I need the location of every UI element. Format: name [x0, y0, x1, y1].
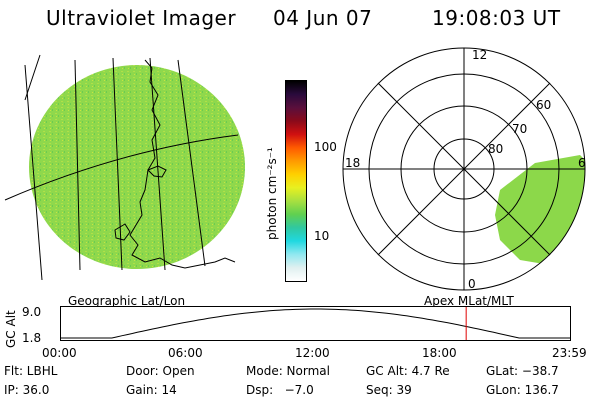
colorbar-tick-100: 100 — [314, 140, 337, 154]
timeline-tick-2: 12:00 — [295, 346, 330, 360]
mlt-label-right: 6 — [578, 156, 586, 170]
longitude-lines — [24, 54, 206, 281]
timeline-y-bottom: 1.8 — [22, 331, 42, 345]
lake-outline — [147, 165, 167, 178]
image-date: 04 Jun 07 — [273, 6, 373, 30]
info-door: Door: Open — [126, 364, 195, 378]
mlat-label-60: 60 — [536, 98, 551, 112]
mlt-label-left: 18 — [345, 156, 360, 170]
geographic-image — [4, 54, 245, 281]
mlat-label-70: 70 — [512, 122, 527, 136]
polar-grid — [342, 47, 586, 291]
mlt-label-bottom: 0 — [468, 277, 476, 291]
info-seq: Seq: 39 — [366, 383, 412, 397]
timeline-tick-1: 06:00 — [168, 346, 203, 360]
colorbar-label: photon cm⁻²s⁻¹ — [265, 147, 279, 240]
info-mode: Mode: Normal — [246, 364, 330, 378]
app-title: Ultraviolet Imager — [46, 6, 237, 30]
info-glon: GLon: 136.7 — [486, 383, 559, 397]
altitude-timeline — [60, 306, 571, 341]
timeline-tick-3: 18:00 — [422, 346, 457, 360]
info-ip: IP: 36.0 — [4, 383, 50, 397]
info-gain: Gain: 14 — [126, 383, 177, 397]
island-outline — [114, 223, 131, 241]
info-glat: GLat: −38.7 — [486, 364, 559, 378]
mlat-label-80: 80 — [488, 142, 503, 156]
altitude-curve — [61, 308, 570, 339]
timeline-axis-label: GC Alt — [4, 310, 18, 348]
latitude-line — [4, 134, 239, 201]
mlt-label-top: 12 — [472, 48, 487, 62]
polar-plot: 12 18 6 0 60 70 80 — [342, 47, 586, 291]
right-caption: Apex MLat/MLT — [424, 294, 514, 308]
colorbar-tick-10: 10 — [314, 229, 330, 243]
aurora-disk — [29, 65, 245, 269]
timeline-y-top: 9.0 — [22, 305, 42, 319]
aurora-oval — [495, 155, 585, 265]
colorbar — [285, 80, 307, 282]
info-gc-alt: GC Alt: 4.7 Re — [366, 364, 450, 378]
coastline — [129, 59, 236, 269]
timeline-tick-4: 23:59 — [552, 346, 587, 360]
timeline-tick-0: 00:00 — [42, 346, 77, 360]
image-time: 19:08:03 UT — [432, 6, 561, 30]
info-dsp: Dsp: −7.0 — [246, 383, 314, 397]
info-flt: Flt: LBHL — [4, 364, 58, 378]
left-caption: Geographic Lat/Lon — [68, 294, 186, 308]
